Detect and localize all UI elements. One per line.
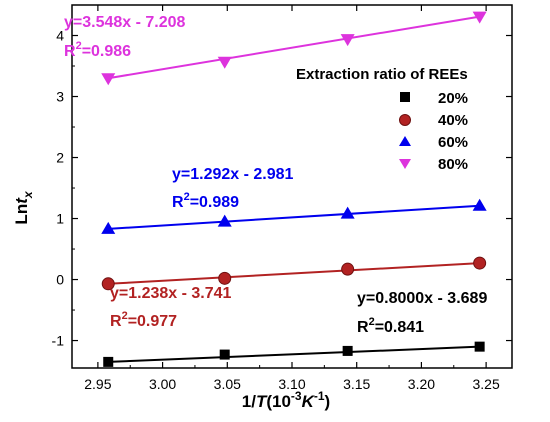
- data-point-20%: [342, 345, 353, 356]
- y-tick-label: 0: [56, 272, 64, 288]
- y-axis-title-var: t: [12, 197, 31, 204]
- y-axis-title-pre: Ln: [12, 204, 31, 225]
- r2-40: R2=0.977: [110, 310, 177, 330]
- r2-80-value: =0.986: [82, 43, 131, 60]
- equation-20: y=0.8000x - 3.689: [357, 290, 487, 307]
- x-tick-label: 2.95: [84, 376, 111, 392]
- x-tick-label: 3.05: [214, 376, 241, 392]
- legend-marker-80: [399, 159, 411, 169]
- data-point-80%: [217, 56, 232, 69]
- data-point-20%: [103, 356, 114, 367]
- data-point-80%: [340, 34, 355, 47]
- data-point-40%: [101, 277, 115, 291]
- y-axis-title-sub: x: [21, 190, 35, 199]
- legend-label-80: 80%: [438, 156, 468, 173]
- fit-line-60%: [108, 204, 480, 230]
- x-tick-label: 3.00: [149, 376, 176, 392]
- y-axis-title: Lntx: [12, 190, 35, 224]
- legend-marker-60: [399, 136, 411, 146]
- r2-80: R2=0.986: [64, 40, 131, 60]
- equation-40: y=1.238x - 3.741: [110, 285, 232, 302]
- equation-60: y=1.292x - 2.981: [172, 166, 294, 183]
- data-point-80%: [472, 11, 487, 24]
- r2-20: R2=0.841: [357, 316, 424, 336]
- fit-line-40%: [108, 262, 480, 285]
- x-axis-title-unit: K: [302, 392, 316, 411]
- x-tick-label: 3.10: [278, 376, 305, 392]
- x-axis-title-sup2: -1: [314, 389, 325, 403]
- x-axis-title-close: ): [325, 392, 331, 411]
- data-point-60%: [340, 206, 355, 219]
- r2-60-value: =0.989: [190, 194, 239, 211]
- y-tick-label: 3: [56, 89, 64, 105]
- x-tick-label: 3.20: [408, 376, 435, 392]
- x-tick-label: 3.15: [343, 376, 370, 392]
- x-axis-title-var: T: [256, 392, 268, 411]
- data-point-60%: [472, 198, 487, 211]
- y-tick-label: 2: [56, 150, 64, 166]
- data-point-60%: [101, 221, 116, 234]
- legend-marker-20: [400, 92, 410, 102]
- data-point-80%: [101, 73, 116, 86]
- y-tick-label: -1: [52, 333, 65, 349]
- fit-line-80%: [108, 15, 480, 80]
- x-axis-title-post: (10: [266, 392, 291, 411]
- y-tick-label: 1: [56, 211, 64, 227]
- x-axis-title: 1/T(10-3K-1): [242, 389, 330, 411]
- data-point-20%: [219, 349, 230, 360]
- fit-line-20%: [108, 345, 480, 363]
- legend-label-20: 20%: [438, 90, 468, 107]
- r2-20-value: =0.841: [375, 319, 424, 336]
- x-axis-title-sup: -3: [291, 389, 302, 403]
- legend-label-40: 40%: [438, 112, 468, 129]
- r2-60: R2=0.989: [172, 191, 239, 211]
- data-point-60%: [217, 214, 232, 227]
- legend: 20% 40% 60% 80%: [399, 90, 468, 173]
- r2-40-value: =0.977: [128, 313, 177, 330]
- data-point-40%: [473, 256, 487, 270]
- y-tick-label: 4: [56, 28, 64, 44]
- data-point-20%: [474, 341, 485, 352]
- data-point-40%: [218, 271, 232, 285]
- x-tick-label: 3.25: [472, 376, 499, 392]
- legend-marker-40: [399, 114, 411, 126]
- equation-80: y=3.548x - 7.208: [64, 14, 186, 31]
- plot-layer: 2.95 3.00 3.05 3.10 3.15 3.20 3.25 -1 0 1 2 3 4: [52, 4, 513, 392]
- legend-label-60: 60%: [438, 134, 468, 151]
- x-axis-title-pre: 1/: [242, 392, 256, 411]
- data-point-40%: [341, 262, 355, 276]
- legend-title: Extraction ratio of REEs: [296, 66, 468, 83]
